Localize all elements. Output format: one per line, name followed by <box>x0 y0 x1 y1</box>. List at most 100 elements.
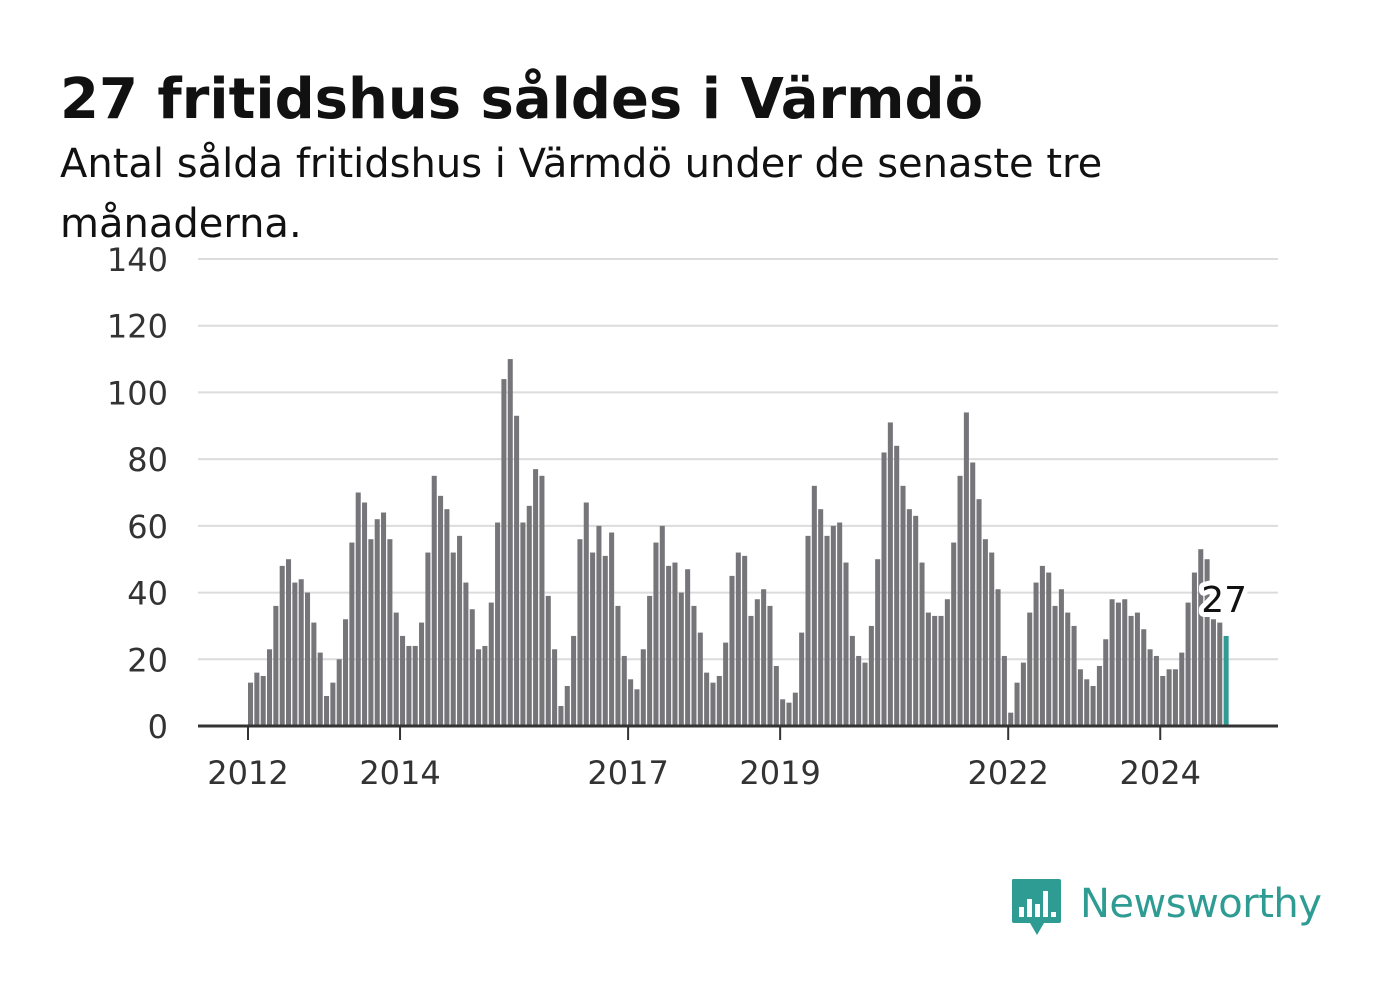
bar <box>710 682 716 726</box>
bar <box>805 535 811 726</box>
bar <box>887 422 893 726</box>
bar <box>1033 582 1039 726</box>
bar <box>463 582 469 726</box>
bar <box>349 542 355 726</box>
bar <box>400 635 406 726</box>
bar <box>419 622 425 726</box>
bar <box>1027 612 1033 726</box>
bar <box>970 462 976 726</box>
bar <box>1090 685 1096 726</box>
bar <box>925 612 931 726</box>
bar <box>1198 549 1204 726</box>
bar <box>1008 712 1014 726</box>
y-tick-label: 20 <box>127 641 168 679</box>
bar <box>1217 622 1223 726</box>
bar <box>843 562 849 726</box>
bar <box>1191 572 1197 726</box>
bar <box>862 662 868 726</box>
bar <box>894 445 900 726</box>
highlight-label-halo: 27 <box>1201 580 1247 621</box>
bar <box>374 519 380 726</box>
bar <box>799 632 805 726</box>
bar <box>685 569 691 726</box>
bar <box>1001 655 1007 726</box>
bar <box>773 665 779 726</box>
bar <box>267 649 273 726</box>
bar <box>1020 662 1026 726</box>
bar <box>279 565 285 726</box>
y-tick-label: 100 <box>107 374 168 412</box>
bar <box>1166 669 1172 726</box>
bar <box>343 619 349 726</box>
bar <box>735 552 741 726</box>
y-axis-tick-labels: 0 20 40 60 80 100 120 140 <box>107 241 168 746</box>
bar <box>868 625 874 726</box>
bar <box>317 652 323 726</box>
bar <box>577 539 583 726</box>
bar <box>514 415 520 726</box>
x-tick-label: 2012 <box>207 754 288 792</box>
bar <box>520 522 526 726</box>
bar-chart-speech-bubble-icon <box>1012 879 1061 935</box>
bar <box>672 562 678 726</box>
bar <box>558 705 564 726</box>
bar <box>355 492 361 726</box>
bar <box>387 539 393 726</box>
x-axis-tick-labels: 2012 2014 2017 2019 2022 2024 <box>207 754 1201 792</box>
bar <box>539 475 545 726</box>
y-tick-label: 0 <box>148 708 168 746</box>
bar <box>982 539 988 726</box>
bar <box>830 525 836 726</box>
x-tick-label: 2019 <box>739 754 820 792</box>
bar <box>792 692 798 726</box>
bar <box>742 555 748 726</box>
bar <box>1134 612 1140 726</box>
bar <box>754 599 760 726</box>
bar <box>716 675 722 726</box>
y-tick-label: 60 <box>127 508 168 546</box>
bar <box>938 615 944 726</box>
bar <box>849 635 855 726</box>
bar <box>602 555 608 726</box>
bar <box>273 605 279 726</box>
bar <box>336 659 342 726</box>
x-tick-label: 2022 <box>967 754 1048 792</box>
bar <box>875 559 881 726</box>
bar <box>957 475 963 726</box>
bar <box>780 699 786 726</box>
bar <box>469 609 475 726</box>
bar <box>1141 629 1147 726</box>
bar <box>659 525 665 726</box>
bar <box>615 605 621 726</box>
bar <box>248 682 254 726</box>
bar <box>431 475 437 726</box>
bar <box>628 679 634 726</box>
bar <box>298 579 304 726</box>
bar <box>571 635 577 726</box>
x-tick-label: 2017 <box>587 754 668 792</box>
bar <box>564 685 570 726</box>
bar <box>729 575 735 726</box>
x-axis <box>198 724 1278 740</box>
bar <box>438 495 444 726</box>
bar <box>406 645 412 726</box>
bar <box>704 672 710 726</box>
bar <box>900 485 906 726</box>
bar <box>1179 652 1185 726</box>
bar <box>1210 619 1216 726</box>
bars <box>248 359 1229 726</box>
y-tick-label: 40 <box>127 575 168 613</box>
bar <box>1128 615 1134 726</box>
bar <box>989 552 995 726</box>
bar <box>1153 655 1159 726</box>
y-tick-label: 80 <box>127 441 168 479</box>
bar <box>837 522 843 726</box>
x-tick-label: 2014 <box>359 754 440 792</box>
bar <box>963 412 969 726</box>
bar <box>1084 679 1090 726</box>
bar <box>501 379 507 726</box>
bar <box>1096 665 1102 726</box>
y-tick-label: 120 <box>107 308 168 346</box>
bar <box>444 509 450 726</box>
bar <box>634 689 640 726</box>
